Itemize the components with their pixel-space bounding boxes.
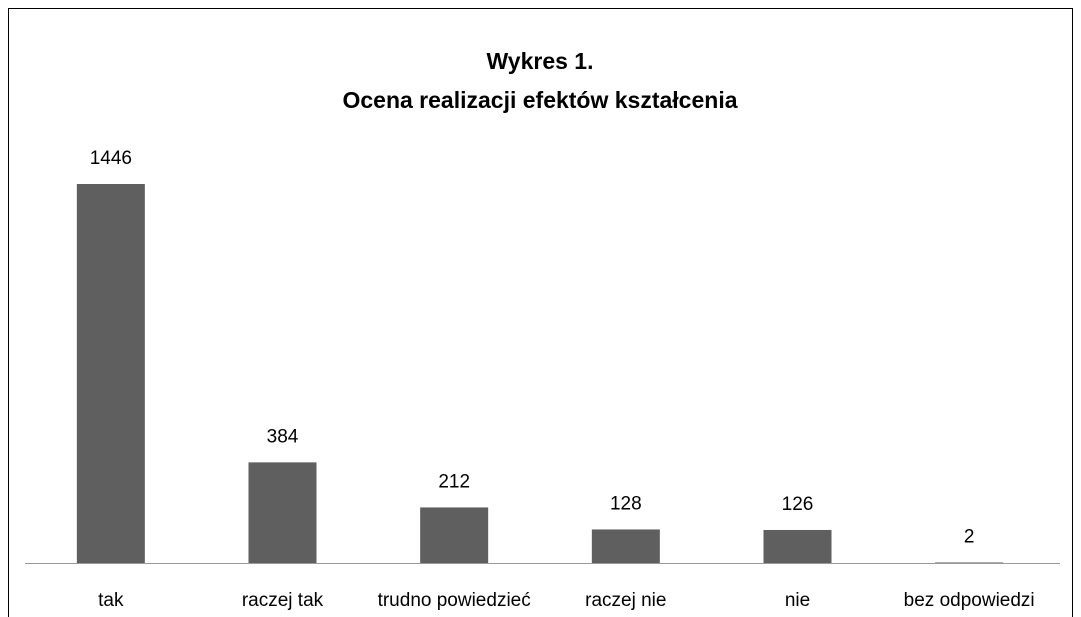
x-tick-label: trudno powiedzieć — [378, 590, 531, 611]
value-label: 128 — [610, 493, 642, 514]
bar — [76, 184, 145, 563]
bar — [935, 562, 1004, 563]
bar — [420, 507, 489, 563]
bar — [763, 529, 832, 563]
x-tick-label: bez odpowiedzi — [904, 590, 1035, 611]
value-label: 2 — [964, 526, 975, 547]
x-tick-label: nie — [785, 590, 810, 611]
x-tick-label: tak — [98, 590, 124, 611]
value-label: 126 — [782, 494, 814, 515]
bar — [591, 529, 660, 563]
value-label: 384 — [267, 426, 299, 447]
x-tick-label: raczej nie — [585, 590, 666, 611]
chart-title: Wykres 1. — [487, 48, 594, 74]
value-label: 1446 — [90, 148, 132, 169]
chart-frame — [8, 8, 1073, 617]
value-label: 212 — [438, 471, 470, 492]
bar — [248, 462, 317, 563]
x-tick-label: raczej tak — [242, 590, 324, 611]
chart-subtitle: Ocena realizacji efektów kształcenia — [342, 87, 737, 113]
